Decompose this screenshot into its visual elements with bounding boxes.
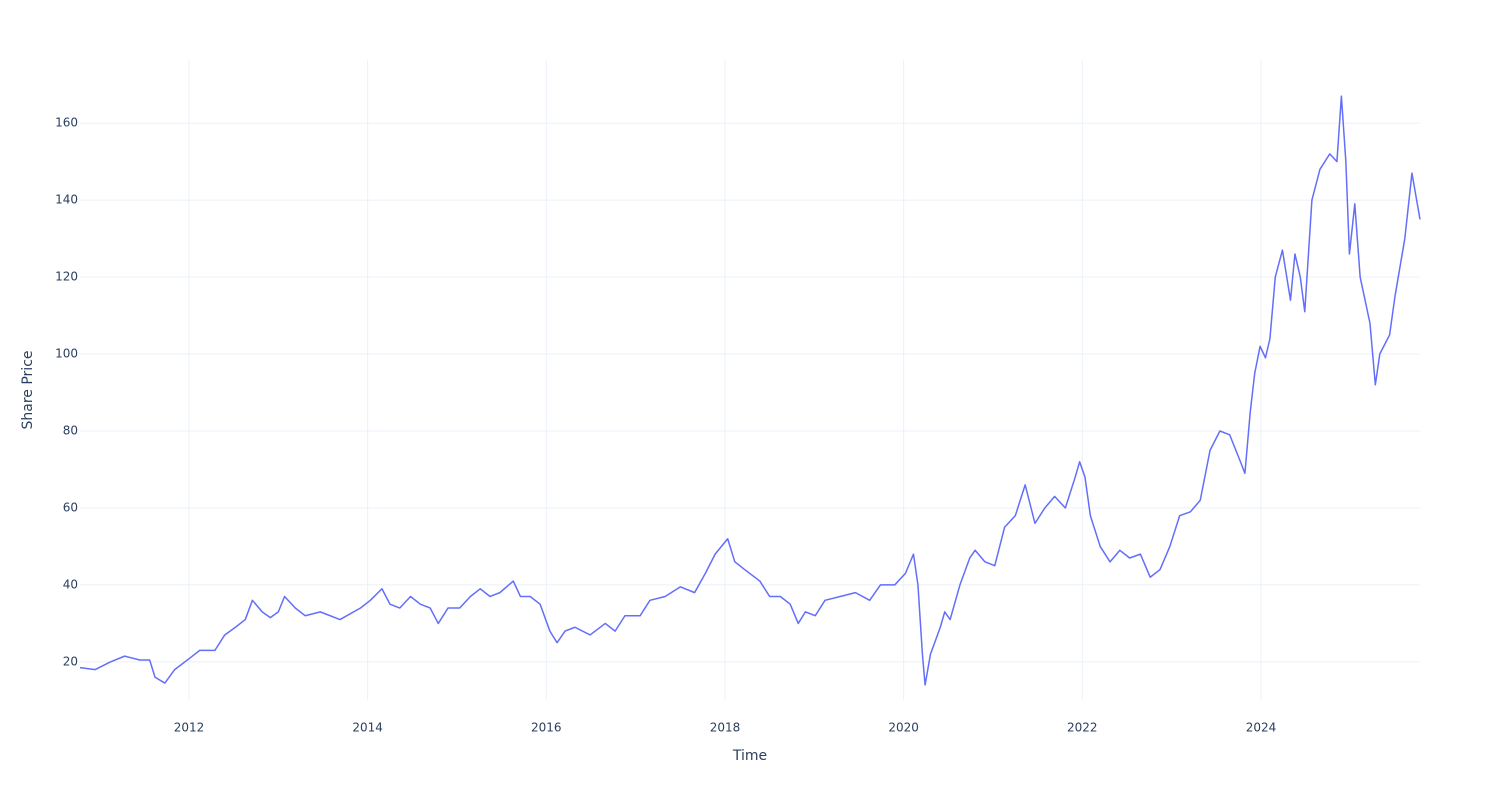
x-tick-label: 2022 [1067, 721, 1098, 735]
y-tick-label: 140 [55, 193, 78, 207]
y-tick-label: 20 [63, 654, 78, 668]
y-axis-title: Share Price [20, 350, 36, 429]
x-axis-title: Time [732, 748, 767, 764]
y-tick-label: 80 [63, 423, 78, 437]
line-series [79, 95, 1421, 686]
grid [80, 60, 1420, 700]
y-tick-label: 160 [55, 116, 78, 130]
y-tick-label: 40 [63, 577, 78, 591]
x-tick-label: 2016 [531, 721, 562, 735]
x-tick-label: 2024 [1246, 721, 1277, 735]
x-tick-label: 2014 [352, 721, 383, 735]
x-tick-label: 2018 [710, 721, 741, 735]
x-tick-label: 2012 [174, 721, 205, 735]
y-tick-label: 100 [55, 347, 78, 361]
x-tick-label: 2020 [888, 721, 919, 735]
y-tick-label: 60 [63, 500, 78, 514]
y-tick-label: 120 [55, 270, 78, 284]
